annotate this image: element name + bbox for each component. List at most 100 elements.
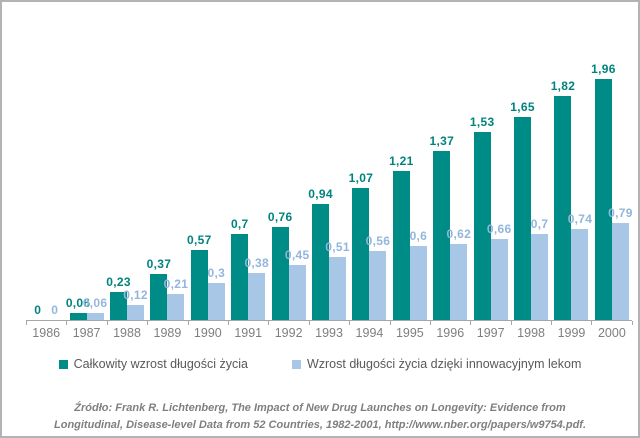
bar-group: 1,65 0,7 <box>510 10 551 320</box>
bar-value-label: 0,79 <box>608 206 633 220</box>
bar-value-label: 1,53 <box>469 115 495 129</box>
bar-value-label: 0,76 <box>267 210 293 224</box>
x-axis-ticks <box>26 321 633 325</box>
bar-rect <box>611 223 629 320</box>
x-tick-label: 1989 <box>153 326 182 340</box>
bar-group: 0,06 0,06 <box>66 10 107 320</box>
bar-value-label: 0,74 <box>567 212 593 226</box>
axis-tick <box>227 321 229 325</box>
bar-drugs: 0,66 <box>487 222 511 320</box>
bar-drugs: 0,12 <box>123 288 148 320</box>
bar-group: 1,82 0,74 <box>551 10 592 320</box>
x-axis-labels: 1986 1987 1988 1989 1990 1991 1992 1993 1994 1995… <box>26 326 632 340</box>
bar-rect <box>433 151 451 320</box>
bar-group: 1,21 0,6 <box>389 10 430 320</box>
x-tick-label: 1997 <box>476 326 505 340</box>
bar-total: 1,82 <box>551 79 575 320</box>
bar-group: 1,37 0,62 <box>429 10 472 320</box>
bar-drugs: 0,06 <box>83 296 107 320</box>
bar-rect <box>190 250 208 320</box>
bar-drugs: 0,7 <box>531 217 548 320</box>
x-tick-label: 1986 <box>32 326 61 340</box>
bar-value-label: 0 <box>51 303 59 317</box>
bar-total: 0,76 <box>268 210 292 320</box>
x-tick-label: 1990 <box>193 326 222 340</box>
bar-rect <box>110 292 128 320</box>
bar-value-label: 0,62 <box>446 227 472 241</box>
x-tick-label: 1988 <box>113 326 141 340</box>
bar-total: 1,21 <box>389 154 413 320</box>
bar-value-label: 0,06 <box>82 296 108 310</box>
bar-total: 0,57 <box>187 233 211 320</box>
legend-item: Wzrost długości życia dzięki innowacyjny… <box>291 357 581 371</box>
bar-total: 0,37 <box>147 257 171 320</box>
bar-group: 0,23 0,12 <box>106 10 148 320</box>
bar-drugs: 0,38 <box>244 256 269 320</box>
bar-value-label: 0,66 <box>486 222 512 236</box>
legend-swatch-icon <box>291 359 301 369</box>
bar-rect <box>554 96 572 320</box>
bar-value-label: 0,12 <box>123 288 148 302</box>
legend: Całkowity wzrost długości życia Wzrost dł… <box>2 357 638 371</box>
bar-value-label: 1,21 <box>389 154 414 168</box>
bar-rect <box>288 265 306 320</box>
bar-value-label: 0,94 <box>308 187 333 201</box>
bar-rect <box>248 273 266 320</box>
bar-group: 1,07 0,56 <box>349 10 390 320</box>
bar-rect <box>571 229 589 320</box>
x-tick-label: 1996 <box>436 326 465 340</box>
axis-tick <box>591 321 593 325</box>
bar-rect <box>231 234 249 320</box>
axis-tick <box>510 321 512 325</box>
bar-rect <box>514 117 532 320</box>
x-tick-label: 1993 <box>315 326 343 340</box>
bar-value-label: 1,65 <box>510 100 535 114</box>
bar-group: 0,57 0,3 <box>187 10 228 320</box>
bar-group: 0,94 0,51 <box>308 10 350 320</box>
bar-drugs: 0,74 <box>568 212 592 320</box>
bar-rect <box>271 227 289 320</box>
bar-rect <box>127 305 145 320</box>
bar-drugs: 0,3 <box>208 266 225 320</box>
bar-total: 1,07 <box>349 171 373 320</box>
bar-total: 1,37 <box>429 134 454 320</box>
bar-rect <box>490 239 508 320</box>
x-tick-label: 1987 <box>72 326 101 340</box>
x-tick-label: 2000 <box>597 326 626 340</box>
bar-value-label: 0,3 <box>207 266 226 280</box>
bar-value-label: 1,82 <box>550 79 576 93</box>
bar-group: 0,37 0,21 <box>147 10 188 320</box>
axis-tick <box>26 321 27 325</box>
bar-rect <box>473 132 491 320</box>
bar-rect <box>594 79 612 320</box>
axis-tick <box>429 321 431 325</box>
bar-drugs: 0,56 <box>366 234 390 320</box>
bar-group: 0,7 0,38 <box>228 10 269 320</box>
source-note: Źródło: Frank R. Lichtenberg, The Impact… <box>2 400 638 433</box>
bar-rect <box>312 204 330 320</box>
bar-rect <box>450 244 468 320</box>
axis-tick <box>147 321 149 325</box>
bar-rect <box>409 246 427 320</box>
axis-tick <box>106 321 108 325</box>
bar-drugs: 0,45 <box>285 248 309 320</box>
axis-tick <box>389 321 391 325</box>
bar-total: 0,94 <box>308 187 333 320</box>
bar-value-label: 1,07 <box>348 171 374 185</box>
bar-rect <box>69 313 87 320</box>
bar-rect <box>369 251 387 320</box>
bar-total: 1,53 <box>470 115 494 320</box>
legend-swatch-icon <box>58 359 68 369</box>
source-note-text: Źródło: Frank R. Lichtenberg, The Impact… <box>54 402 587 431</box>
bar-rect <box>392 171 410 320</box>
bar-value-label: 0,57 <box>187 233 212 247</box>
bar-value-label: 0,7 <box>530 217 549 231</box>
bar-total: 1,65 <box>510 100 535 320</box>
plot-area: 0 0 0,06 0,06 0,23 0,12 0,37 0,21 0,57 0,3 0,7 0,38… <box>26 10 632 321</box>
bar-value-label: 0 <box>34 303 42 317</box>
bar-value-label: 0,45 <box>284 248 310 262</box>
bar-value-label: 0,37 <box>146 257 172 271</box>
axis-tick <box>66 321 68 325</box>
axis-tick <box>470 321 472 325</box>
bar-total: 0,06 <box>66 296 90 320</box>
